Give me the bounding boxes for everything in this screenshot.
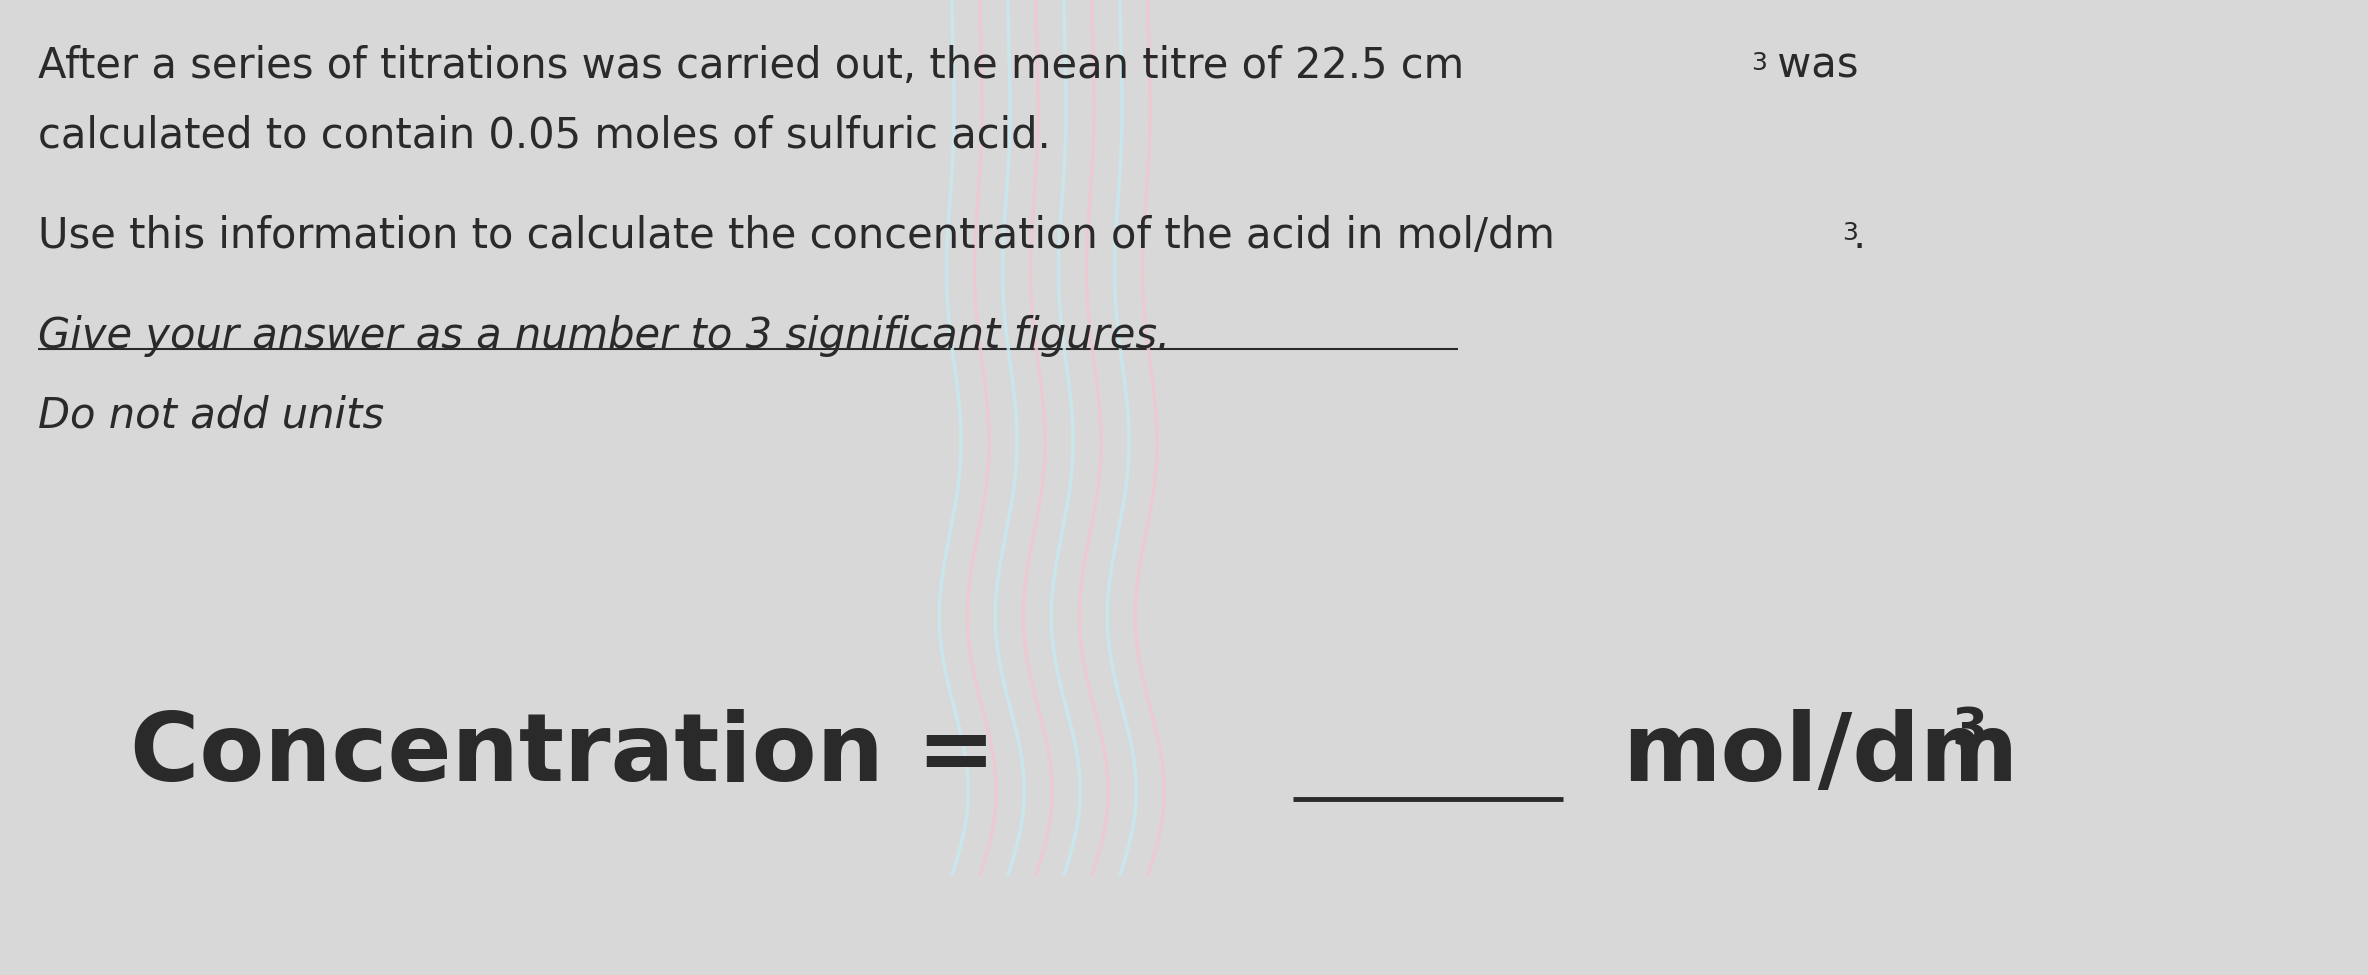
Text: Give your answer as a number to 3 significant figures.: Give your answer as a number to 3 signif… (38, 315, 1170, 357)
Text: After a series of titrations was carried out, the mean titre of 22.5 cm: After a series of titrations was carried… (38, 45, 1463, 87)
Text: .: . (1852, 215, 1866, 257)
Text: mol/dm: mol/dm (1622, 709, 2020, 801)
Text: 3: 3 (1752, 51, 1767, 75)
Text: Do not add units: Do not add units (38, 395, 384, 437)
Text: 3: 3 (1842, 221, 1859, 245)
Text: Concentration =: Concentration = (130, 709, 997, 801)
Text: was: was (1764, 45, 1859, 87)
Text: 3: 3 (1951, 706, 1989, 757)
Text: Use this information to calculate the concentration of the acid in mol/dm: Use this information to calculate the co… (38, 215, 1556, 257)
Text: calculated to contain 0.05 moles of sulfuric acid.: calculated to contain 0.05 moles of sulf… (38, 115, 1051, 157)
